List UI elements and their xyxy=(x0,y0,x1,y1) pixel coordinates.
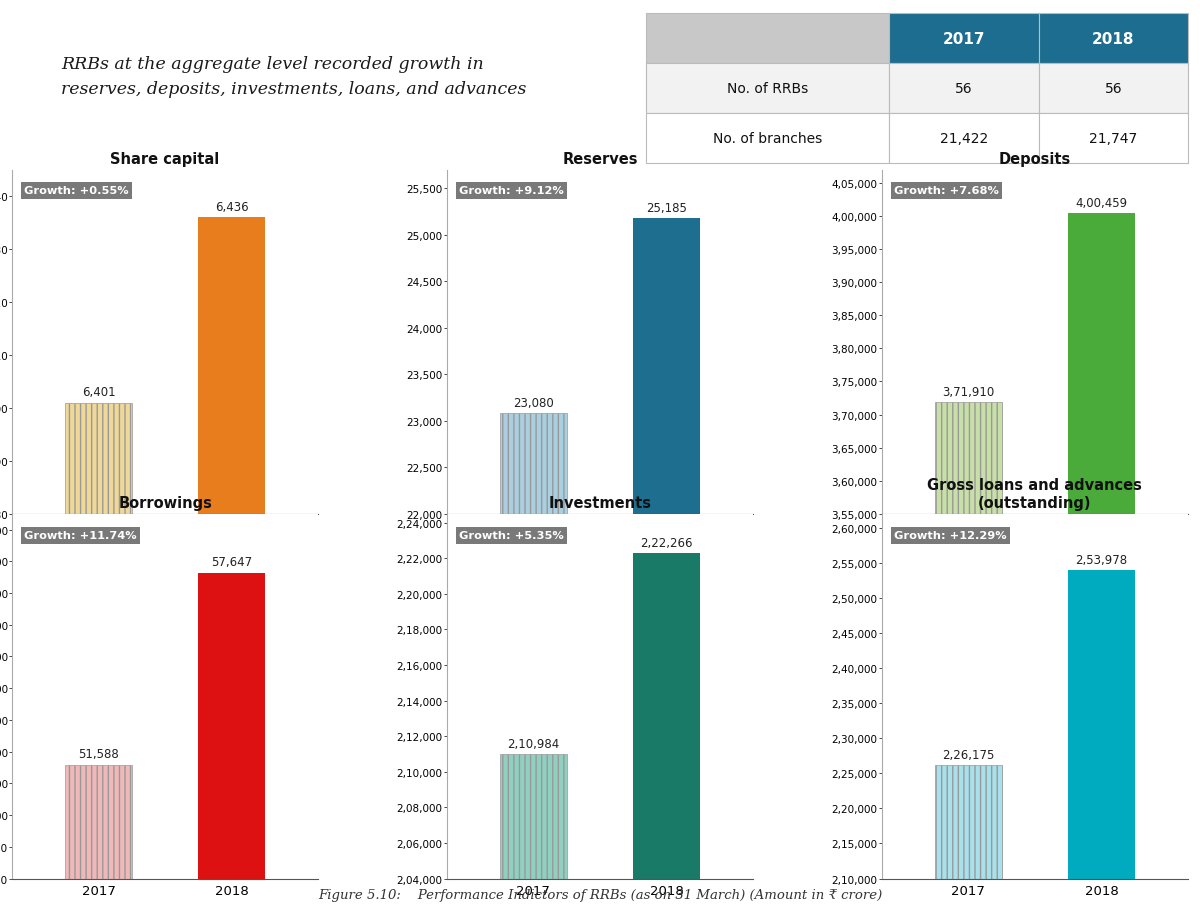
Title: Share capital: Share capital xyxy=(110,152,220,166)
Bar xyxy=(889,14,1039,64)
Bar xyxy=(935,403,1002,919)
Text: 21,747: 21,747 xyxy=(1090,132,1138,146)
Text: 6,436: 6,436 xyxy=(215,201,248,214)
Text: 6,401: 6,401 xyxy=(82,386,115,399)
Text: Growth: +5.35%: Growth: +5.35% xyxy=(460,530,564,540)
Title: Reserves: Reserves xyxy=(563,152,637,166)
Text: 21,422: 21,422 xyxy=(940,132,988,146)
Bar xyxy=(889,114,1039,165)
Text: 2018: 2018 xyxy=(1092,31,1134,47)
Text: No. of RRBs: No. of RRBs xyxy=(727,82,809,96)
Text: 23,080: 23,080 xyxy=(514,397,553,410)
Text: 25,185: 25,185 xyxy=(646,201,688,214)
Bar xyxy=(1039,64,1188,114)
Text: 2,22,266: 2,22,266 xyxy=(641,537,692,550)
Text: 4,00,459: 4,00,459 xyxy=(1075,197,1128,210)
Text: 57,647: 57,647 xyxy=(211,555,252,569)
Text: 3,71,910: 3,71,910 xyxy=(942,385,995,398)
Bar xyxy=(65,765,132,919)
Bar xyxy=(500,754,566,919)
Title: Gross loans and advances
(outstanding): Gross loans and advances (outstanding) xyxy=(928,478,1142,510)
Bar xyxy=(65,403,132,919)
Title: Borrowings: Borrowings xyxy=(118,495,212,510)
Text: 51,588: 51,588 xyxy=(78,747,119,761)
Bar xyxy=(889,64,1039,114)
Bar xyxy=(1068,214,1135,919)
Text: 2,10,984: 2,10,984 xyxy=(508,737,559,750)
Title: Deposits: Deposits xyxy=(998,152,1072,166)
Text: Figure 5.10:    Performance Indictors of RRBs (as on 31 March) (Amount in ₹ cror: Figure 5.10: Performance Indictors of RR… xyxy=(318,888,882,901)
Text: Growth: +12.29%: Growth: +12.29% xyxy=(894,530,1007,540)
Bar xyxy=(634,554,700,919)
Bar xyxy=(646,14,889,64)
Text: 2017: 2017 xyxy=(943,31,985,47)
Title: Investments: Investments xyxy=(548,495,652,510)
Text: No. of branches: No. of branches xyxy=(713,132,822,146)
Text: Growth: +9.12%: Growth: +9.12% xyxy=(460,186,564,196)
Text: Growth: +0.55%: Growth: +0.55% xyxy=(24,186,128,196)
Bar xyxy=(198,573,265,919)
Bar xyxy=(1039,114,1188,165)
Text: RRBs at the aggregate level recorded growth in
reserves, deposits, investments, : RRBs at the aggregate level recorded gro… xyxy=(61,56,527,97)
Text: Growth: +11.74%: Growth: +11.74% xyxy=(24,530,137,540)
Text: Growth: +7.68%: Growth: +7.68% xyxy=(894,186,998,196)
Bar xyxy=(646,114,889,165)
Bar xyxy=(935,766,1002,919)
Bar xyxy=(1068,571,1135,919)
Bar xyxy=(198,218,265,919)
Text: 2,26,175: 2,26,175 xyxy=(942,748,995,761)
Bar xyxy=(1039,14,1188,64)
Text: 2,53,978: 2,53,978 xyxy=(1075,553,1128,566)
Bar xyxy=(500,414,566,919)
Text: 56: 56 xyxy=(955,82,973,96)
Text: 56: 56 xyxy=(1104,82,1122,96)
Bar xyxy=(634,219,700,919)
Bar xyxy=(646,64,889,114)
